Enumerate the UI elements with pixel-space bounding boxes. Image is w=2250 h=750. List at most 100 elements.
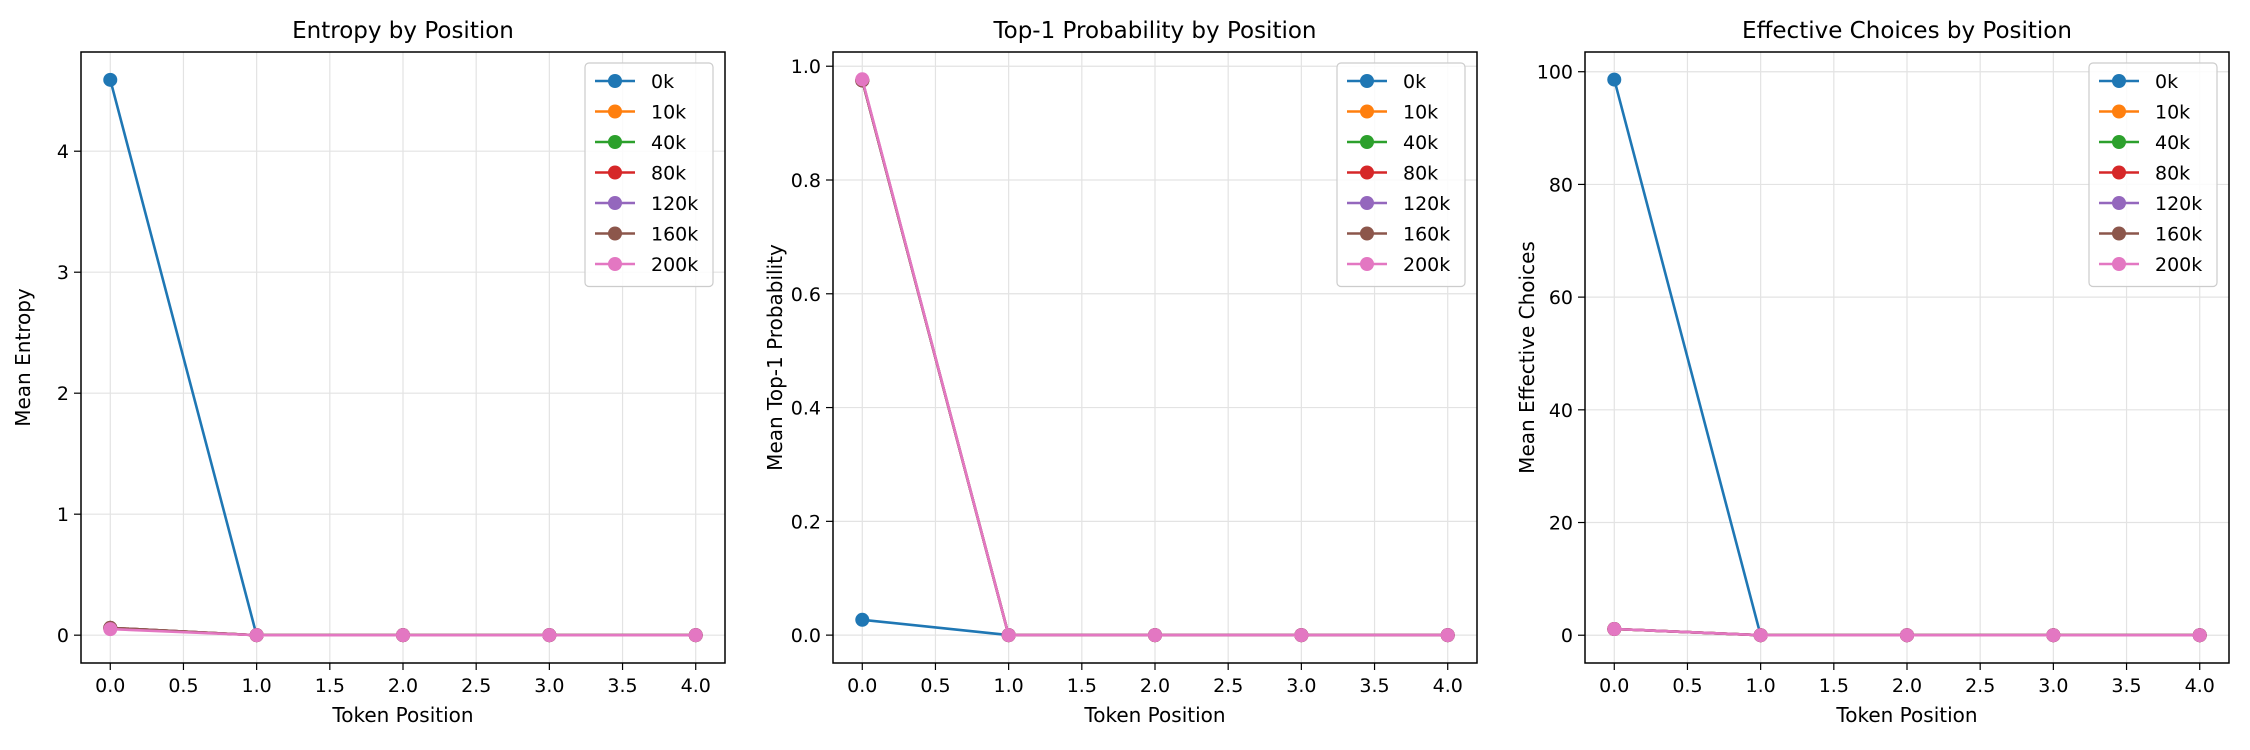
- x-tick-label: 2.0: [388, 675, 418, 697]
- x-tick-label: 0.0: [847, 675, 877, 697]
- data-point-200k: [2192, 628, 2207, 643]
- y-tick-label: 20: [1549, 513, 1573, 535]
- y-tick-label: 0.0: [791, 625, 821, 647]
- legend-label: 10k: [651, 102, 686, 124]
- legend-marker-80k: [2112, 165, 2126, 180]
- x-tick-label: 3.5: [2111, 675, 2141, 697]
- data-point-200k: [103, 622, 118, 637]
- legend-marker-160k: [2112, 226, 2126, 241]
- x-tick-label: 4.0: [2185, 675, 2215, 697]
- y-tick-label: 3: [57, 262, 69, 284]
- chart-title: Effective Choices by Position: [1742, 18, 2072, 44]
- x-tick-label: 0.5: [1672, 675, 1702, 697]
- legend-marker-40k: [1360, 135, 1374, 149]
- chart-title: Top-1 Probability by Position: [992, 18, 1316, 44]
- x-tick-label: 2.5: [1213, 675, 1243, 697]
- y-tick-label: 100: [1537, 62, 1573, 84]
- legend-label: 80k: [651, 163, 686, 185]
- legend-label: 160k: [1403, 224, 1450, 246]
- legend-label: 40k: [651, 132, 686, 154]
- x-tick-label: 2.5: [1965, 675, 1995, 697]
- legend-marker-40k: [608, 135, 622, 149]
- y-tick-label: 1.0: [791, 56, 821, 78]
- x-tick-label: 0.0: [95, 675, 125, 697]
- data-point-200k: [2046, 628, 2061, 643]
- y-tick-label: 4: [57, 141, 69, 163]
- axes-frame: [1584, 51, 2230, 664]
- data-point-200k: [1001, 628, 1016, 643]
- data-point-200k: [1294, 628, 1309, 643]
- x-tick-label: 0.5: [920, 675, 950, 697]
- legend-marker-160k: [1360, 226, 1374, 241]
- legend: 0k 10k 40k 80k 120k 160k 200k: [1336, 62, 1466, 288]
- legend-marker-0k: [1360, 74, 1374, 88]
- y-tick-label: 0.8: [791, 170, 821, 192]
- legend-marker-0k: [2112, 74, 2126, 88]
- x-tick-label: 4.0: [681, 675, 711, 697]
- legend-marker-120k: [608, 196, 622, 210]
- x-tick-label: 2.0: [1140, 675, 1170, 697]
- x-tick-label: 1.5: [1819, 675, 1849, 697]
- y-tick-label: 0: [1561, 625, 1573, 647]
- x-tick-label: 0.0: [1599, 675, 1629, 697]
- legend-marker-120k: [1360, 196, 1374, 210]
- y-axis-label: Mean Entropy: [11, 288, 35, 427]
- x-tick-label: 4.0: [1433, 675, 1463, 697]
- legend-label: 160k: [2155, 224, 2202, 246]
- legend-marker-10k: [608, 104, 622, 119]
- legend-label: 120k: [1403, 193, 1450, 215]
- x-axis-label: Token Position: [1835, 703, 1977, 727]
- legend: 0k 10k 40k 80k 120k 160k 200k: [2088, 62, 2218, 288]
- x-tick-label: 2.0: [1892, 675, 1922, 697]
- chart-panel-2: 0.0 0.5 1.0 1.5 2.0 2.5 3.0 3.5 4.0 0 20 40 60 80 100 E…: [1515, 18, 2230, 727]
- legend-marker-10k: [1360, 104, 1374, 119]
- y-tick-label: 0.4: [791, 398, 821, 420]
- legend-label: 0k: [2155, 71, 2178, 93]
- legend-marker-80k: [1360, 165, 1374, 180]
- legend-label: 120k: [2155, 193, 2202, 215]
- legend-marker-160k: [608, 226, 622, 241]
- legend: 0k 10k 40k 80k 120k 160k 200k: [584, 62, 714, 288]
- y-tick-label: 80: [1549, 174, 1573, 196]
- legend-label: 0k: [1403, 71, 1426, 93]
- chart-panel-1: 0.0 0.5 1.0 1.5 2.0 2.5 3.0 3.5 4.0 0.0 0.2 0.4 0.6 0…: [763, 18, 1478, 727]
- chart-title: Entropy by Position: [292, 18, 514, 44]
- data-point-200k: [1753, 628, 1768, 643]
- data-point-200k: [855, 72, 870, 87]
- x-tick-label: 1.5: [315, 675, 345, 697]
- legend-label: 200k: [2155, 254, 2202, 276]
- x-tick-label: 1.5: [1067, 675, 1097, 697]
- data-point-0k: [1607, 72, 1622, 87]
- x-tick-label: 1.0: [1746, 675, 1776, 697]
- legend-label: 40k: [1403, 132, 1438, 154]
- data-point-200k: [542, 628, 557, 643]
- legend-marker-200k: [608, 257, 622, 271]
- axes-frame: [832, 51, 1478, 664]
- y-tick-label: 60: [1549, 287, 1573, 309]
- axes-frame: [80, 51, 726, 664]
- y-tick-label: 40: [1549, 400, 1573, 422]
- data-point-200k: [396, 628, 410, 643]
- data-point-200k: [1440, 628, 1455, 643]
- legend-marker-10k: [2112, 104, 2126, 119]
- chart-panel-0: 0.0 0.5 1.0 1.5 2.0 2.5 3.0 3.5 4.0 0 1 2 3 4 Entropy …: [11, 18, 726, 727]
- x-tick-label: 3.0: [1286, 675, 1316, 697]
- data-point-0k: [855, 612, 870, 627]
- legend-frame: [584, 62, 714, 288]
- legend-marker-200k: [2112, 257, 2126, 271]
- y-tick-label: 2: [57, 383, 69, 405]
- legend-label: 40k: [2155, 132, 2190, 154]
- y-tick-label: 0.2: [791, 511, 821, 533]
- legend-label: 0k: [651, 71, 674, 93]
- legend-label: 10k: [1403, 102, 1438, 124]
- legend-label: 80k: [2155, 163, 2190, 185]
- y-tick-label: 1: [57, 504, 69, 526]
- legend-marker-120k: [2112, 196, 2126, 210]
- legend-label: 160k: [651, 224, 698, 246]
- legend-marker-80k: [608, 165, 622, 180]
- y-tick-label: 0.6: [791, 284, 821, 306]
- x-tick-label: 3.5: [607, 675, 637, 697]
- legend-marker-0k: [608, 74, 622, 88]
- data-point-0k: [103, 72, 118, 87]
